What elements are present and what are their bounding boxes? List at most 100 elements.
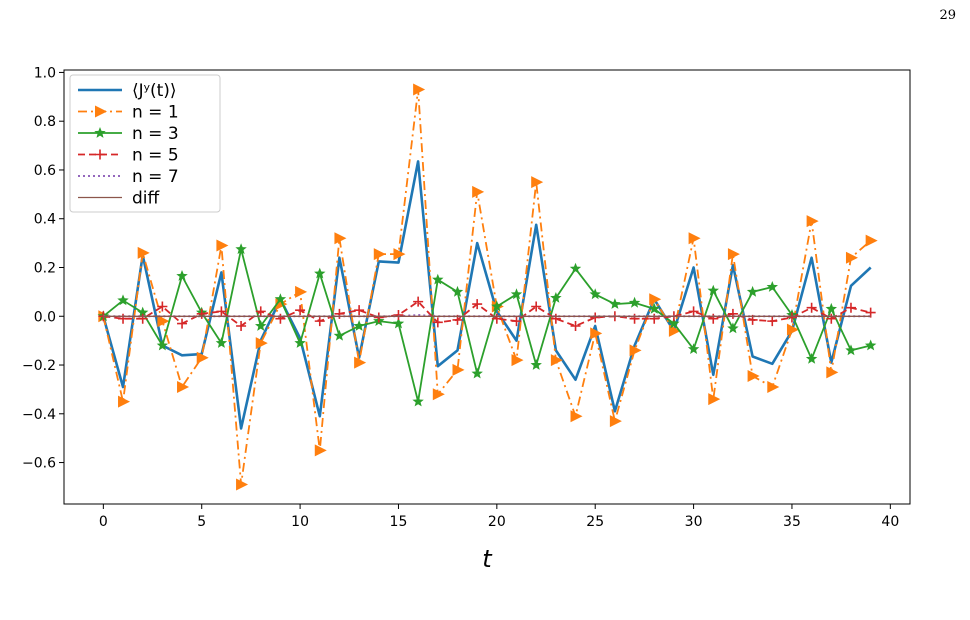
series-3-point [216,306,227,317]
legend-label: n = 3 [132,124,179,144]
series-1-point [629,344,642,357]
series-1-point [334,232,347,245]
series-1-line [102,88,872,486]
y-tick-label: 0.6 [34,163,56,179]
series-1-point [865,234,878,247]
series-2-point [451,285,464,297]
series-1-point [609,415,622,428]
series-2-point [530,359,542,370]
series-1-point [767,380,780,393]
series-1-point [137,246,150,259]
series-1-point [511,354,524,367]
series-3-point [550,313,561,324]
series-2-point [845,344,857,356]
series-3-point [649,313,660,324]
series-3-point [137,313,148,324]
y-tick-label: 0.8 [34,114,56,130]
series-2-point [314,267,326,279]
series-3-point [334,308,345,319]
series-2-point [589,288,601,300]
legend-entry: n = 1 [78,103,179,123]
series-2-point [156,339,169,351]
series-2-point [255,320,267,331]
series-3-point [393,310,404,321]
series-2-point [412,395,424,407]
y-tick-label: −0.4 [22,407,56,423]
x-tick-label: 5 [197,514,206,530]
series-2-point [727,322,739,334]
series-1-point [786,323,799,336]
series-1-point [314,444,327,457]
series-1-point [688,232,701,245]
series-3-point [177,318,188,329]
series-2-point [648,302,660,314]
series-2-point [766,281,778,292]
series-1-point [157,315,170,328]
series-2-point [117,294,129,306]
series-3-point [255,306,266,317]
legend-label: n = 1 [132,103,179,123]
series-1-point [432,388,445,401]
series-3-point [511,316,522,327]
legend-label: ⟨Jʸ(t)⟩ [132,81,177,101]
series-2-point [294,337,306,348]
series-1-point [393,248,406,261]
series-3-point [275,313,286,324]
series-1-point [413,83,426,96]
series-2-point [550,292,562,303]
series-1-point [373,248,386,261]
series-2-point [687,343,700,354]
series-2-point [805,352,818,364]
series-3-point [118,313,129,324]
legend-label: n = 7 [132,167,179,187]
series-2-point [491,300,503,312]
legend-entry: n = 5 [78,146,179,166]
y-axis-ticks: −0.6 −0.4 −0.2 0.0 0.2 0.4 0.6 0.8 1.0 [22,65,64,472]
series-1-point [550,354,563,367]
series-2-line [102,248,871,403]
series-1-point [649,293,662,306]
series-2-point [176,270,188,281]
y-tick-label: −0.6 [22,456,56,472]
series-3-point [295,305,306,316]
legend-box [69,74,221,213]
series-1-point [295,285,308,298]
series-1 [98,83,878,491]
series-3-point [157,301,168,312]
series-2-point [510,288,523,300]
legend-label: diff [132,189,161,209]
series-3-point [727,308,738,319]
series-1-point [727,248,740,261]
series-3-point [688,306,699,317]
series-1-point [216,239,229,252]
y-tick-label: 0.4 [34,212,56,228]
series-3-point [354,305,365,316]
series-1-point [236,478,249,491]
series-1-point [590,327,603,340]
series-1-point [747,369,760,382]
x-axis-label: t [482,545,493,573]
legend-label: n = 5 [132,146,179,166]
series-2 [97,243,877,407]
series-2-point [668,317,680,329]
y-tick-label: 1.0 [34,65,56,81]
series-3-point [413,296,424,307]
series-3-point [786,312,797,323]
series-3-point [314,316,325,327]
series-3-point [531,301,542,312]
series-2-point [137,306,149,318]
series-3-point [570,321,581,332]
x-axis-ticks: 0 5 10 15 20 25 30 35 40 [99,504,899,530]
series-2-point [825,302,837,314]
series-2-point [471,367,483,379]
series-2-point [392,317,405,329]
series-1-point [472,185,485,198]
x-tick-label: 25 [586,514,604,530]
series-3-point [373,312,384,323]
series-1-point [708,393,721,406]
legend-marker [95,149,105,160]
y-tick-label: −0.2 [22,358,56,374]
series-2-point [628,296,641,308]
